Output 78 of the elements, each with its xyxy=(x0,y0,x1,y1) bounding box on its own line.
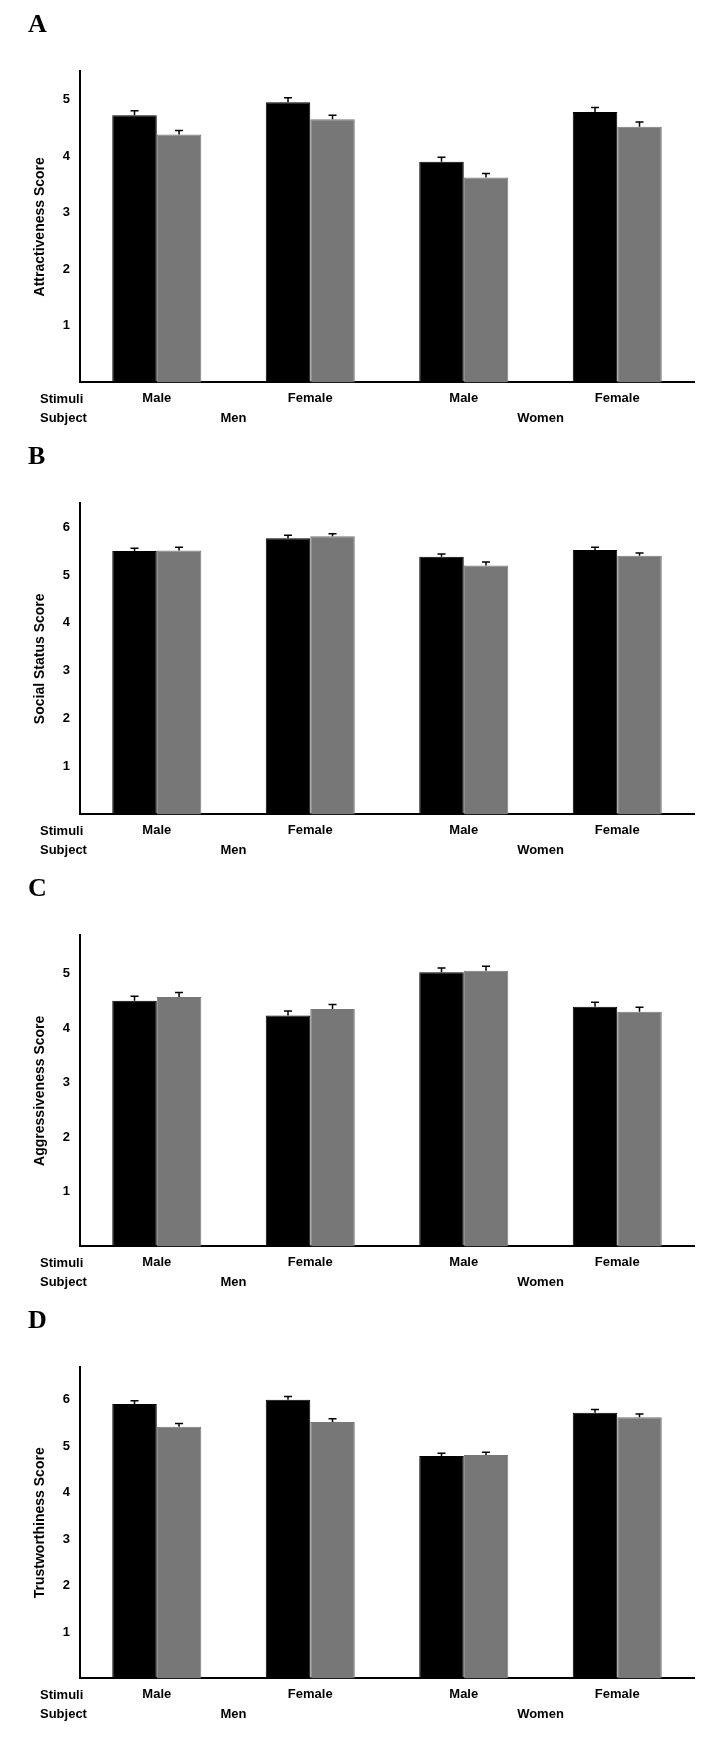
y-axis-title: Aggressiveness Score xyxy=(31,1015,48,1166)
bar xyxy=(156,134,202,383)
y-tick-label: 2 xyxy=(62,260,71,276)
bar xyxy=(310,536,355,815)
chart-title: C xyxy=(28,873,47,903)
text: Stimuli xyxy=(40,822,84,838)
bar xyxy=(156,996,202,1247)
y-tick-label: 3 xyxy=(62,204,71,220)
text: Stimuli xyxy=(40,1686,84,1702)
x-tick-label: Female xyxy=(287,389,333,405)
y-axis-title: Attractiveness Score xyxy=(31,156,48,297)
y-tick-label: 1 xyxy=(62,317,71,333)
text: Stimuli xyxy=(40,390,84,406)
bar xyxy=(617,126,662,383)
x-tick-label: Male xyxy=(142,1253,172,1269)
y-tick-label: 1 xyxy=(62,758,71,774)
x-tick-label: Male xyxy=(142,389,172,405)
text: Stimuli xyxy=(40,1254,84,1270)
text: Women xyxy=(517,841,564,857)
x-tick-label: Male xyxy=(449,821,479,837)
bar xyxy=(617,1417,662,1679)
x-tick-label: Female xyxy=(287,821,333,837)
x-tick-label: Female xyxy=(594,821,640,837)
y-tick-label: 5 xyxy=(62,566,71,582)
text: Men xyxy=(220,1273,247,1289)
y-tick-label: 1 xyxy=(62,1623,71,1639)
x-tick-label: Male xyxy=(142,821,172,837)
bar xyxy=(310,1008,355,1247)
x-tick-label: Male xyxy=(449,389,479,405)
y-tick-label: 4 xyxy=(62,614,71,630)
text: Men xyxy=(220,841,247,857)
chart-title: B xyxy=(28,441,46,471)
bar xyxy=(156,550,202,815)
y-tick-label: 4 xyxy=(62,1019,71,1035)
x-tick-label: Female xyxy=(594,1685,640,1701)
x-tick-label: Female xyxy=(594,389,640,405)
x-tick-label: Male xyxy=(449,1685,479,1701)
y-tick-label: 4 xyxy=(62,1484,71,1500)
bar xyxy=(463,1454,509,1679)
bar xyxy=(156,1426,202,1679)
y-tick-label: 4 xyxy=(62,147,71,163)
y-tick-label: 6 xyxy=(62,518,71,534)
text: Subject xyxy=(40,1273,88,1289)
y-axis-title: Social Status Score xyxy=(31,593,48,725)
y-tick-label: 5 xyxy=(62,1437,71,1453)
x-tick-label: Female xyxy=(287,1685,333,1701)
y-tick-label: 6 xyxy=(62,1391,71,1407)
y-tick-label: 3 xyxy=(62,662,71,678)
text: Women xyxy=(517,1273,564,1289)
y-tick-label: 5 xyxy=(62,965,71,980)
bar xyxy=(463,177,509,383)
bar xyxy=(310,119,355,383)
text: Subject xyxy=(40,409,88,425)
y-tick-label: 2 xyxy=(62,1128,71,1144)
y-tick-label: 2 xyxy=(62,1577,71,1593)
y-axis-title: Trustworthiness Score xyxy=(31,1447,48,1599)
y-tick-label: 5 xyxy=(62,91,71,107)
y-tick-label: 1 xyxy=(62,1183,71,1199)
text: Subject xyxy=(40,841,88,857)
y-tick-label: 3 xyxy=(62,1530,71,1546)
bar xyxy=(617,555,662,815)
y-tick-label: 2 xyxy=(62,710,71,726)
chart-title: D xyxy=(28,1305,47,1335)
bar xyxy=(463,565,509,815)
x-tick-label: Male xyxy=(449,1253,479,1269)
text: Subject xyxy=(40,1705,88,1721)
bar xyxy=(310,1422,355,1679)
bar xyxy=(617,1011,662,1247)
text: Women xyxy=(517,409,564,425)
bar xyxy=(463,970,509,1247)
text: Men xyxy=(220,409,247,425)
y-tick-label: 3 xyxy=(62,1074,71,1090)
chart-title: A xyxy=(28,9,47,39)
x-tick-label: Male xyxy=(142,1685,172,1701)
text: Men xyxy=(220,1705,247,1721)
x-tick-label: Female xyxy=(594,1253,640,1269)
text: Women xyxy=(517,1705,564,1721)
x-tick-label: Female xyxy=(287,1253,333,1269)
